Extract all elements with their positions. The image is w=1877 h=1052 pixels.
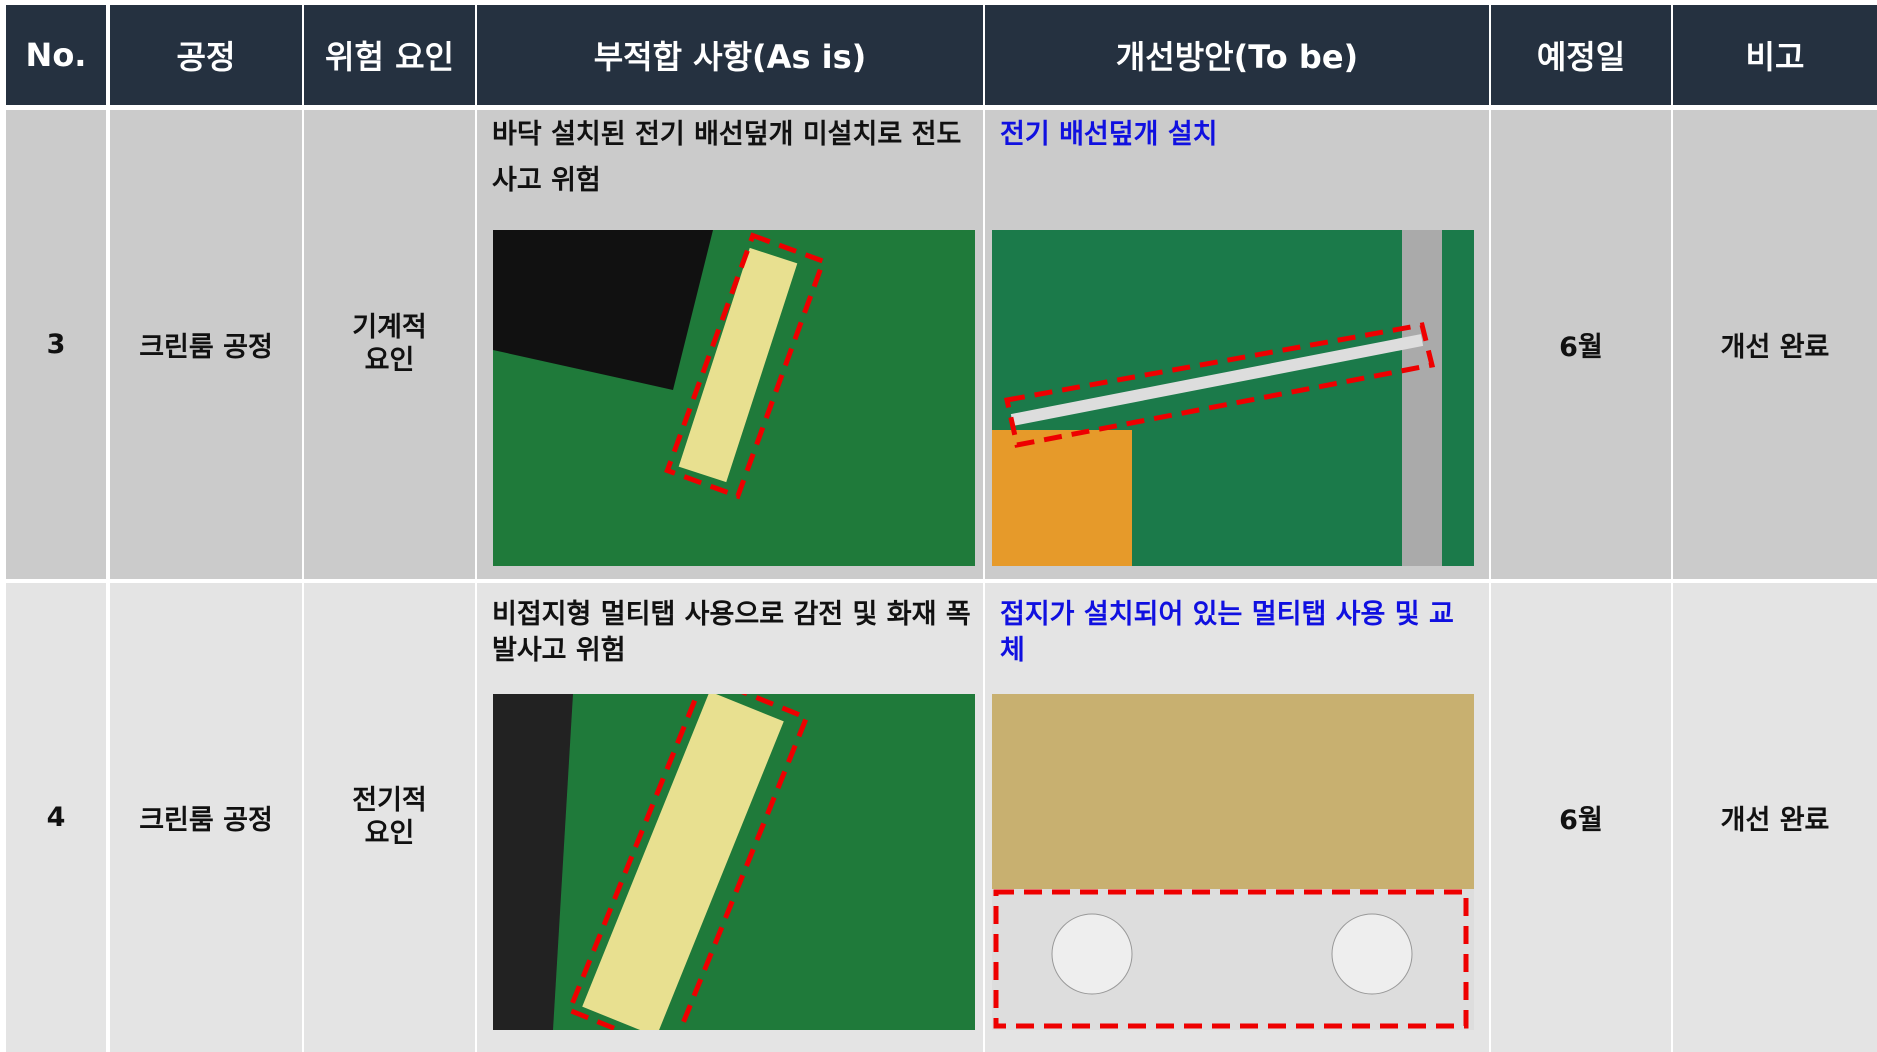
rows-1-as_is: 비접지형 멀티탭 사용으로 감전 및 화재 폭발사고 위험: [492, 599, 971, 666]
photo-as-is-3: [493, 230, 975, 566]
rows-1-to_be: 접지가 설치되어 있는 멀티탭 사용 및 교체: [1000, 599, 1454, 666]
process: 크린룸 공정: [139, 805, 273, 836]
photo-to-be-3: [992, 230, 1474, 566]
photo-as-is-4: [493, 694, 975, 1030]
date: 6월: [1559, 332, 1603, 363]
cell: 크린룸 공정: [110, 583, 302, 1052]
header-columns-0: No.: [6, 5, 106, 105]
header-columns-3: 부적합 사항(As is): [477, 5, 983, 105]
rows-0-as_is: 바닥 설치된 전기 배선덮개 미설치로 전도사고 위험: [492, 119, 962, 196]
cell: 전기적 요인: [304, 583, 475, 1052]
no: 4: [46, 802, 66, 833]
hazard: 전기적 요인: [352, 785, 427, 849]
no: 3: [46, 329, 66, 360]
header-columns-2: 위험 요인: [304, 5, 475, 105]
header-columns-4: 개선방안(To be): [985, 5, 1489, 105]
cell: 개선 완료: [1673, 110, 1877, 579]
cell: 3: [6, 110, 106, 579]
header-columns-1: 공정: [110, 5, 302, 105]
date: 6월: [1559, 805, 1603, 836]
rows-0-to_be: 전기 배선덮개 설치: [1000, 119, 1218, 150]
process: 크린룸 공정: [139, 332, 273, 363]
cell: 기계적 요인: [304, 110, 475, 579]
cell: 6월: [1491, 110, 1671, 579]
cell: 4: [6, 583, 106, 1052]
hazard: 기계적 요인: [352, 312, 427, 376]
cell: 개선 완료: [1673, 583, 1877, 1052]
photo-to-be-4: [992, 694, 1474, 1030]
cell: 크린룸 공정: [110, 110, 302, 579]
header-columns-6: 비고: [1673, 5, 1877, 105]
cell: 6월: [1491, 583, 1671, 1052]
header-columns-5: 예정일: [1491, 5, 1671, 105]
note: 개선 완료: [1720, 332, 1830, 363]
note: 개선 완료: [1720, 805, 1830, 836]
